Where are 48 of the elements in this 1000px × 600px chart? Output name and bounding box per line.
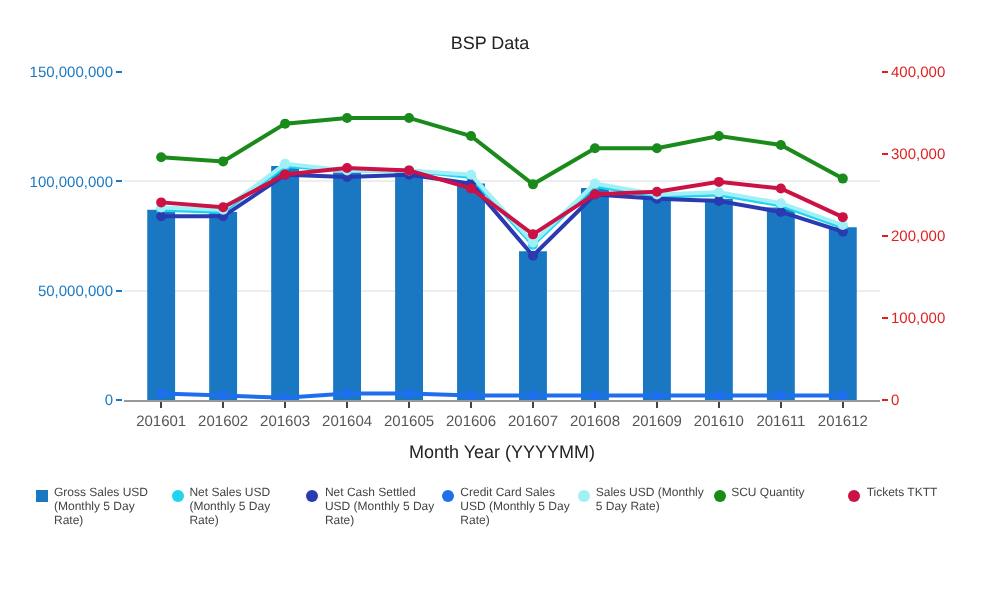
bar	[209, 211, 238, 400]
point	[713, 390, 724, 400]
point	[651, 390, 662, 400]
point	[713, 130, 724, 141]
bar	[581, 187, 609, 400]
bar	[395, 172, 423, 400]
point	[156, 197, 167, 208]
point	[837, 173, 848, 184]
bar	[147, 209, 176, 400]
point	[837, 390, 848, 400]
bar	[642, 196, 671, 400]
point	[713, 176, 724, 187]
bar	[766, 207, 795, 400]
point	[775, 390, 786, 400]
point	[342, 388, 353, 399]
point	[589, 390, 600, 400]
point	[280, 392, 291, 400]
point	[527, 390, 538, 400]
point	[775, 139, 786, 150]
point	[837, 212, 848, 223]
bar	[704, 198, 733, 400]
point	[404, 112, 415, 123]
bar	[271, 166, 300, 400]
point	[156, 388, 167, 399]
point	[775, 206, 786, 217]
point	[651, 143, 662, 154]
point	[156, 211, 167, 222]
point	[218, 156, 229, 167]
x-axis-title: Month Year (YYYYMM)	[408, 441, 596, 462]
point	[342, 112, 353, 123]
point	[527, 179, 538, 190]
bar	[333, 172, 362, 400]
point	[527, 229, 538, 240]
point	[466, 130, 477, 141]
point	[280, 118, 291, 129]
bar	[519, 251, 547, 400]
bar	[828, 227, 857, 400]
point	[404, 388, 415, 399]
point	[527, 250, 538, 261]
chart-title: BSP Data	[450, 32, 530, 53]
point	[218, 390, 229, 400]
bar	[457, 183, 485, 400]
point	[156, 152, 167, 163]
point	[589, 143, 600, 154]
point	[466, 183, 477, 194]
point	[713, 196, 724, 207]
point	[775, 183, 786, 194]
point	[466, 390, 477, 400]
